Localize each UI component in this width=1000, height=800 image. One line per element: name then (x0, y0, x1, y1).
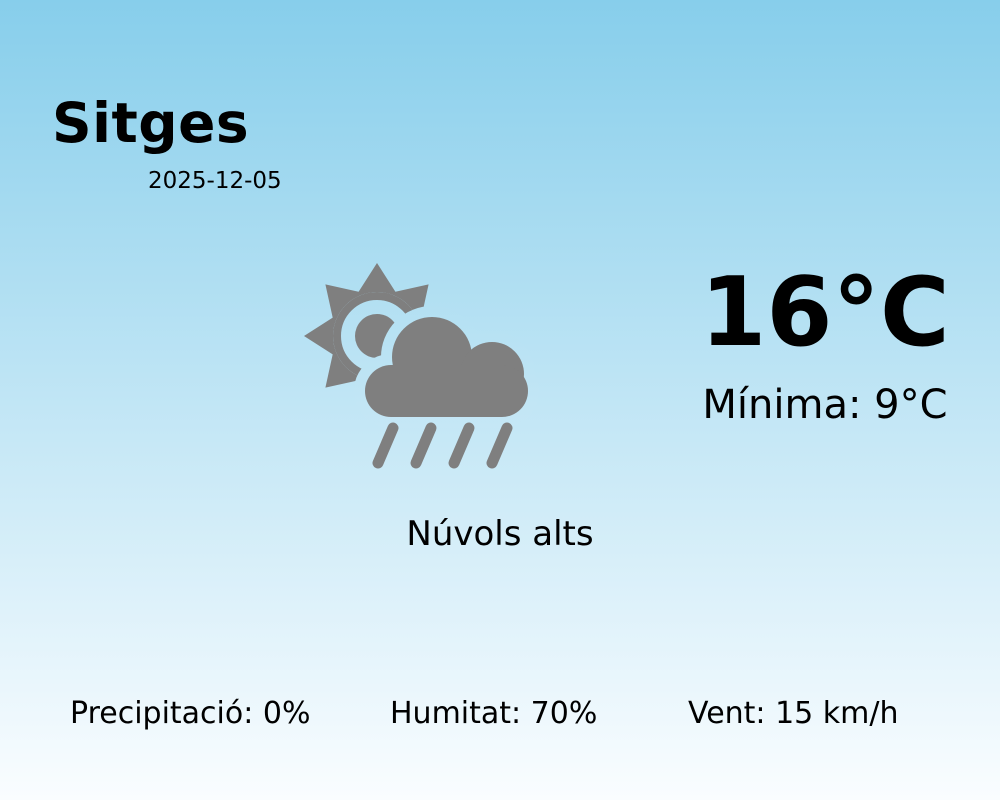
date-label: 2025-12-05 (148, 168, 282, 194)
minimum-temperature: Mínima: 9°C (702, 382, 948, 428)
humidity-metric: Humitat: 70% (390, 696, 598, 731)
temperature-column: 16°C Mínima: 9°C (650, 258, 1000, 428)
sun-behind-rain-cloud-icon (304, 263, 539, 469)
location-title: Sitges (52, 91, 250, 155)
current-temperature: 16°C (700, 258, 950, 368)
condition-label: Núvols alts (406, 514, 594, 554)
rain-streaks-icon (372, 422, 513, 469)
wind-metric: Vent: 15 km/h (688, 696, 899, 731)
precipitation-metric: Precipitació: 0% (70, 696, 311, 731)
cloud-icon (365, 317, 528, 417)
